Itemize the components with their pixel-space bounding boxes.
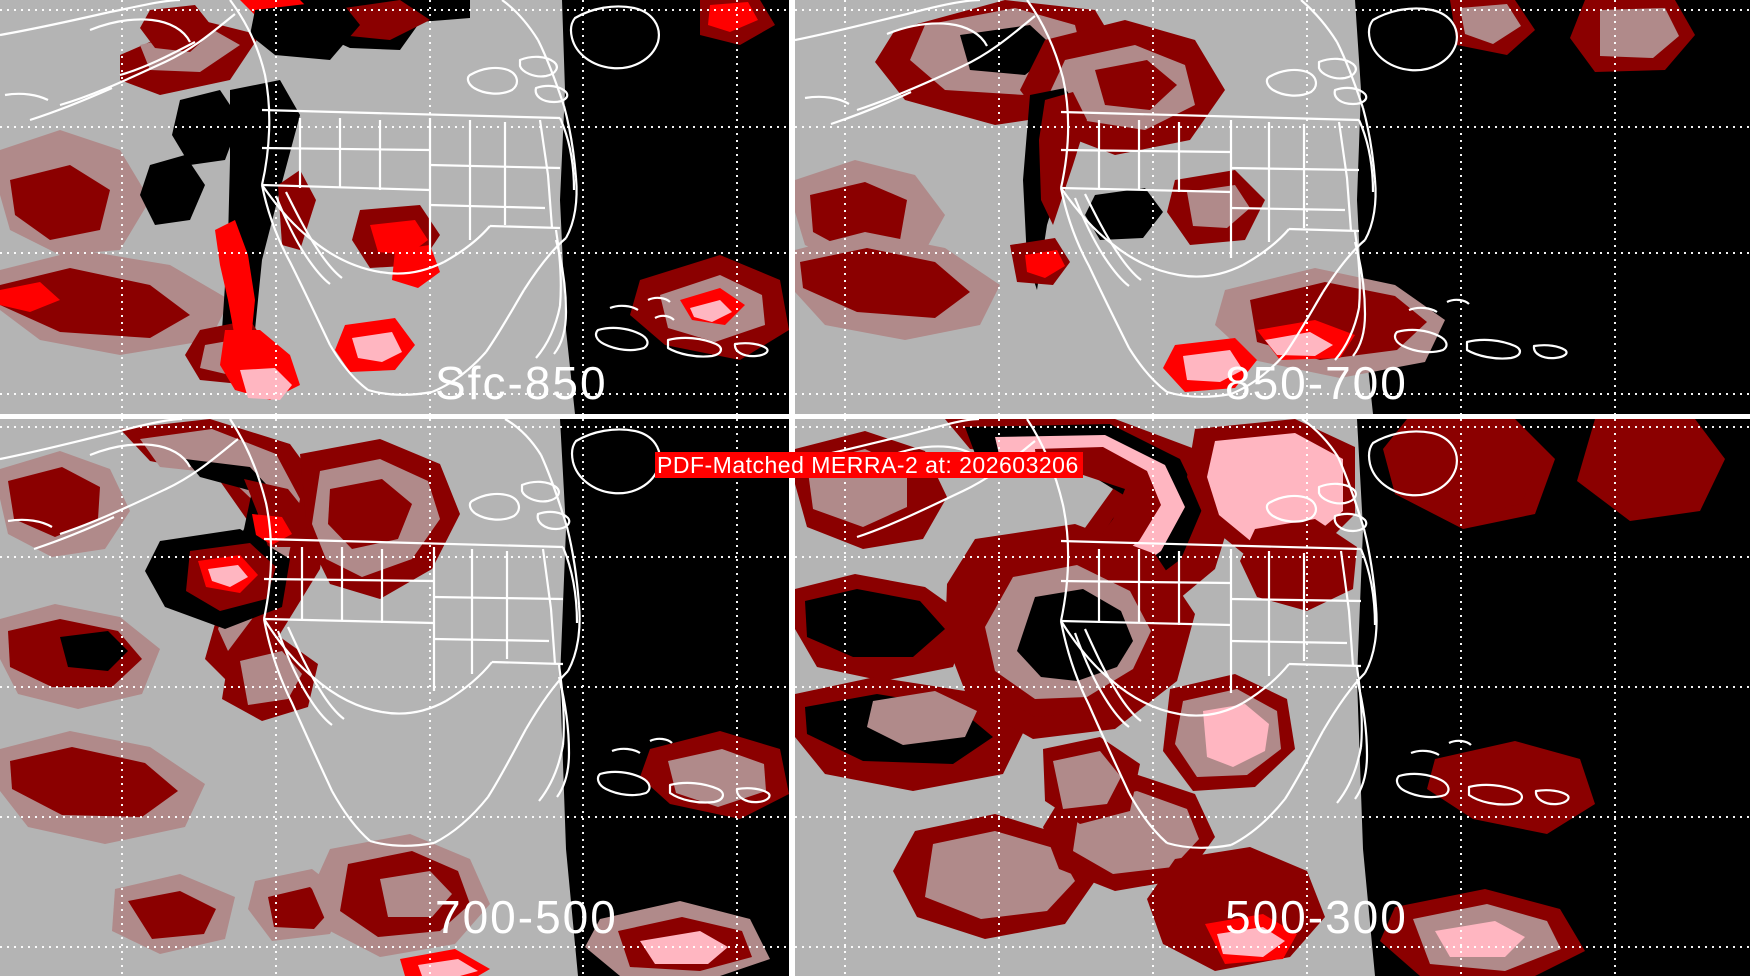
- panel-500-300: 500-300: [795, 419, 1750, 976]
- panel-label-850-700: 850-700: [1225, 357, 1408, 409]
- figure-title: PDF-Matched MERRA-2 at: 202603206: [657, 452, 1079, 478]
- panel-label-700-500: 700-500: [435, 891, 618, 943]
- panel-850-700: 850-700: [795, 0, 1750, 414]
- panel-label-500-300: 500-300: [1225, 891, 1408, 943]
- panel-sfc-850: Sfc-850: [0, 0, 789, 414]
- panel-label-sfc-850: Sfc-850: [435, 357, 608, 409]
- panel-divider-horizontal: [0, 414, 1750, 419]
- panel-700-500: 700-500: [0, 419, 789, 976]
- title-banner-background: [655, 452, 1083, 478]
- panel-divider-vertical: [789, 0, 795, 976]
